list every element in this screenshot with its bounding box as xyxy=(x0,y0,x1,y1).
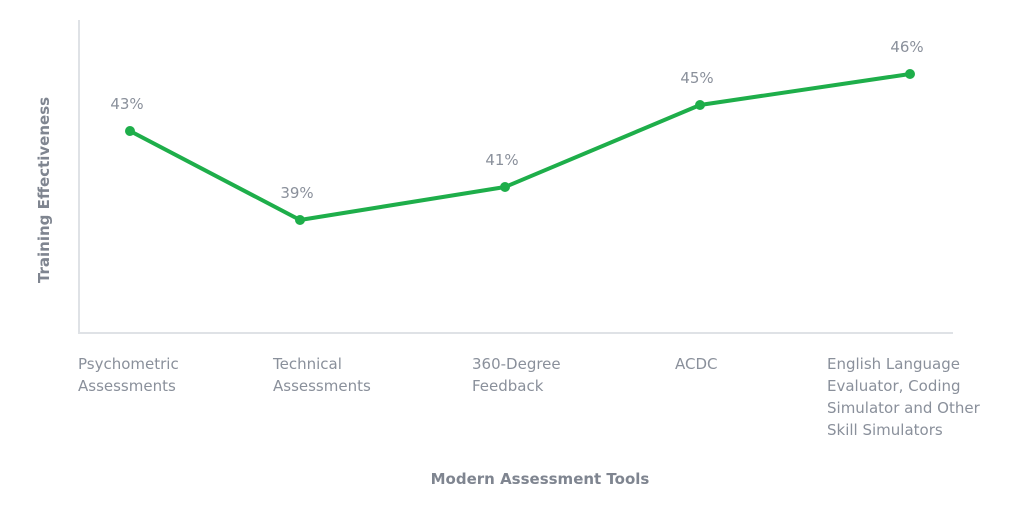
data-label: 41% xyxy=(485,151,518,169)
x-tick-label: ACDC xyxy=(675,355,718,373)
data-point[interactable] xyxy=(905,69,915,79)
x-axis-title: Modern Assessment Tools xyxy=(430,470,650,488)
data-point[interactable] xyxy=(295,215,305,225)
y-axis-title: Training Effectiveness xyxy=(35,96,53,284)
data-point[interactable] xyxy=(125,126,135,136)
data-point[interactable] xyxy=(500,182,510,192)
series-line xyxy=(129,72,911,222)
data-label: 46% xyxy=(890,38,923,56)
data-label: 39% xyxy=(280,184,313,202)
data-label: 43% xyxy=(110,95,143,113)
data-point[interactable] xyxy=(695,100,705,110)
x-tick-label: 360-Degree Feedback xyxy=(472,355,561,395)
x-tick-label: Technical Assessments xyxy=(273,355,371,395)
x-tick-label: Psychometric Assessments xyxy=(78,355,179,395)
data-label: 45% xyxy=(680,69,713,87)
x-tick-label: English Language Evaluator, Coding Simul… xyxy=(827,355,980,439)
